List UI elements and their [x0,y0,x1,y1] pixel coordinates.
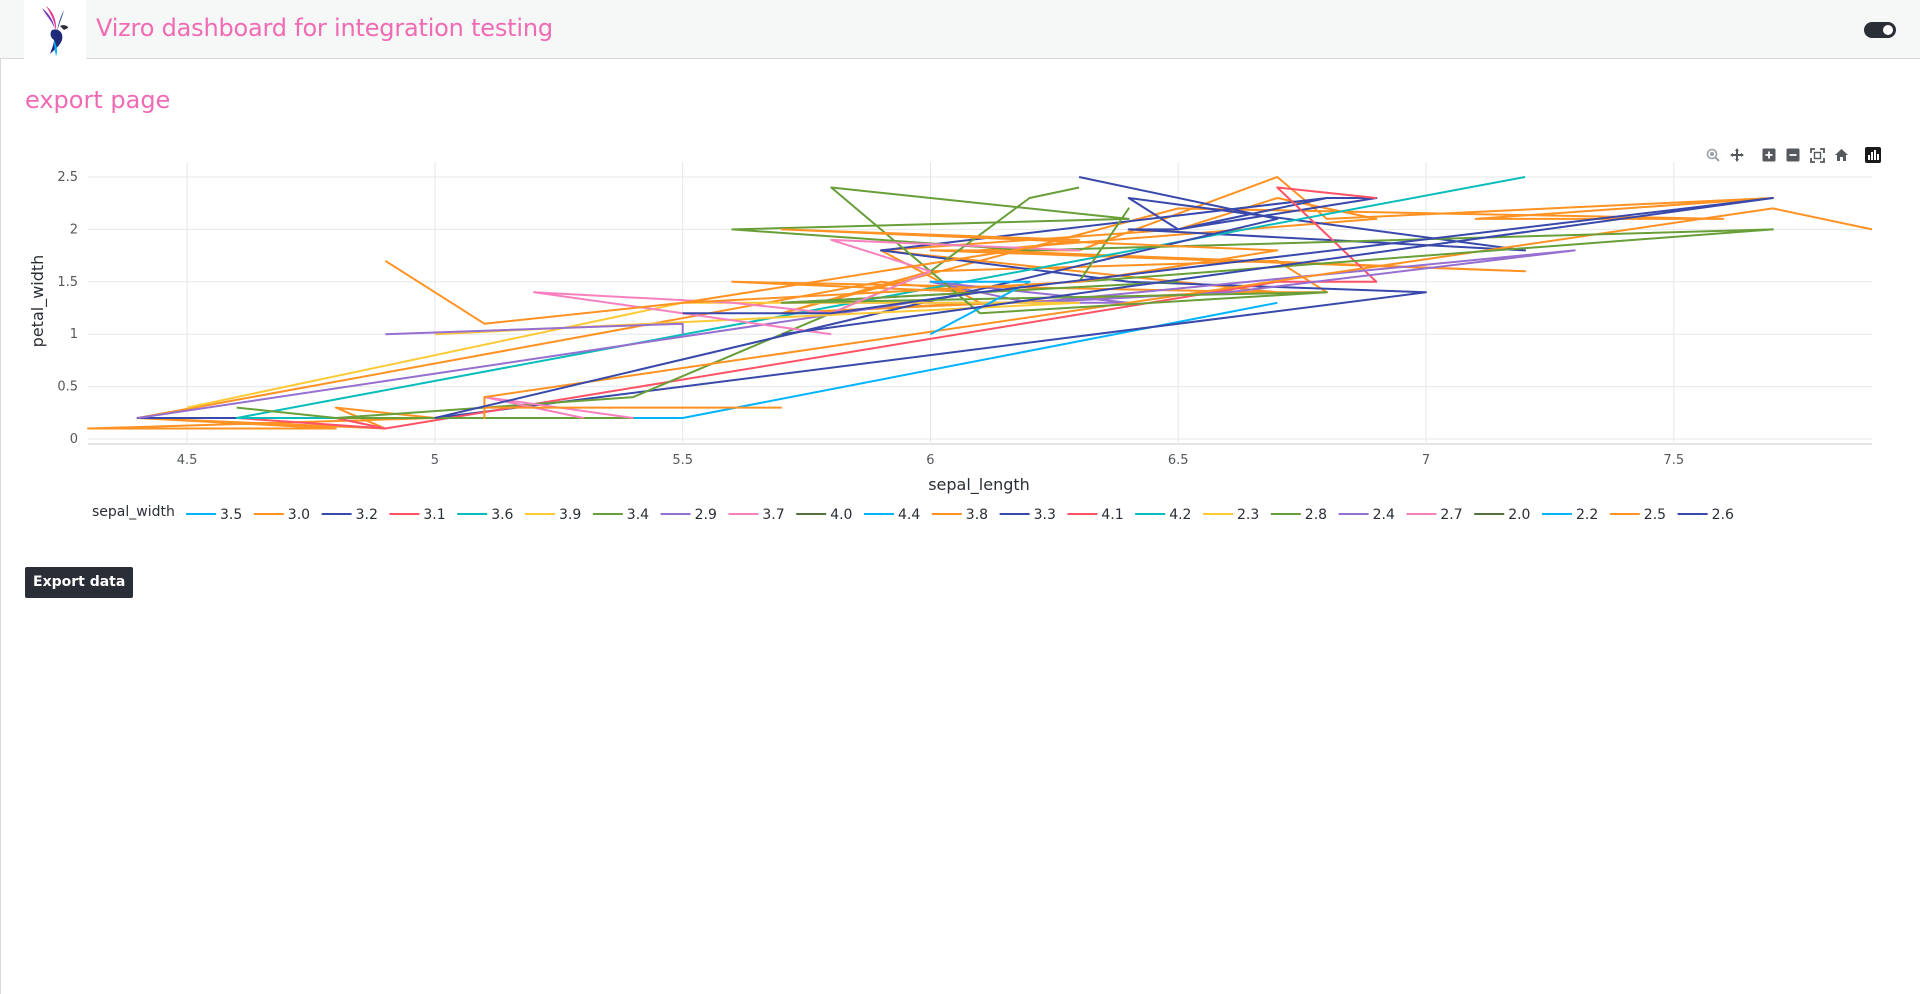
export-data-button[interactable]: Export data [25,567,134,598]
x-tick-label: 5 [431,453,439,468]
series-line-3.8[interactable] [483,207,1873,419]
vizro-logo[interactable] [24,0,86,59]
y-tick-label: 1 [70,327,78,342]
y-tick-label: 2.5 [57,170,78,185]
chart-legend: sepal_width 3.5 3.0 3.2 3.1 3.6 3.9 3.4 2.9 3.7 4… [92,504,1734,523]
legend-label: 2.4 [1373,507,1395,523]
zoom-in-icon[interactable] [1758,144,1780,166]
legend-item-3.8[interactable]: 3.8 [931,507,988,523]
bird-logo-icon [42,6,68,56]
legend-item-2.4[interactable]: 2.4 [1338,507,1395,523]
legend-label: 4.0 [830,507,852,523]
series-line-2.5[interactable] [384,228,1279,325]
y-tick-label: 2 [70,222,78,237]
legend-label: 2.6 [1712,507,1734,523]
y-tick-label: 0.5 [57,380,78,395]
reset-axes-icon[interactable] [1830,144,1852,166]
legend-label: 3.2 [356,507,378,523]
legend-label: 3.7 [762,507,784,523]
line-chart[interactable]: 4.5 5 5.5 6 6.5 7 7.5 0 0.5 1 1.5 2 2.5 sepal_length… [0,150,1920,530]
legend-label: 3.6 [491,507,513,523]
theme-toggle[interactable] [1864,22,1896,38]
series-line-3.5[interactable] [433,301,1278,419]
app-title: Vizro dashboard for integration testing [96,14,553,42]
zoom-icon[interactable] [1702,144,1724,166]
legend-item-2.6[interactable]: 2.6 [1677,507,1734,523]
legend-item-3.0[interactable]: 3.0 [253,507,310,523]
legend-item-3.2[interactable]: 3.2 [321,507,378,523]
series-line-2.4[interactable] [385,322,684,336]
legend-label: 2.8 [1305,507,1327,523]
y-tick-label: 0 [70,432,78,447]
legend-label: 2.9 [695,507,717,523]
legend-label: 3.3 [1034,507,1056,523]
zoom-out-icon[interactable] [1782,144,1804,166]
legend-label: 4.1 [1101,507,1123,523]
legend-title: sepal_width [92,504,175,520]
page-title: export page [25,86,171,114]
legend-label: 2.3 [1237,507,1259,523]
x-tick-label: 7 [1422,453,1430,468]
legend-label: 4.2 [1169,507,1191,523]
legend-item-2.7[interactable]: 2.7 [1406,507,1463,523]
legend-item-3.1[interactable]: 3.1 [389,507,446,523]
left-divider [0,59,1,994]
x-tick-label: 6 [926,453,934,468]
toggle-knob [1883,25,1893,35]
plotly-logo-icon[interactable] [1862,144,1884,166]
legend-item-4.4[interactable]: 4.4 [864,507,920,523]
legend-item-2.3[interactable]: 2.3 [1203,507,1259,523]
autoscale-icon[interactable] [1806,144,1828,166]
legend-label: 4.4 [898,507,920,523]
x-tick-label: 7.5 [1663,453,1684,468]
legend-label: 3.1 [423,507,445,523]
legend-label: 3.4 [627,507,649,523]
chart-modebar [1700,144,1884,166]
chart-series [87,176,1873,430]
series-line-2.8[interactable] [731,186,1774,315]
legend-label: 2.2 [1576,507,1598,523]
legend-item-3.3[interactable]: 3.3 [999,507,1056,523]
legend-label: 2.7 [1440,507,1462,523]
x-tick-label: 4.5 [177,453,198,468]
legend-item-3.4[interactable]: 3.4 [592,507,649,523]
app-header: Vizro dashboard for integration testing [0,0,1920,59]
legend-label: 3.5 [220,507,242,523]
legend-item-3.6[interactable]: 3.6 [457,507,514,523]
x-tick-label: 6.5 [1168,453,1189,468]
x-tick-label: 5.5 [672,453,693,468]
y-axis-title: petal_width [28,255,48,348]
series-line-3.3[interactable] [434,176,1279,419]
y-tick-label: 1.5 [57,275,78,290]
legend-item-4.0[interactable]: 4.0 [796,507,852,523]
legend-label: 3.9 [559,507,581,523]
chart-axes: 4.5 5 5.5 6 6.5 7 7.5 0 0.5 1 1.5 2 2.5 [57,170,1872,468]
legend-item-2.5[interactable]: 2.5 [1609,507,1666,523]
legend-item-2.8[interactable]: 2.8 [1270,507,1327,523]
legend-label: 2.0 [1508,507,1530,523]
series-line-2.3[interactable] [186,301,1081,409]
series-line-2.2[interactable] [929,280,1031,336]
x-axis-title: sepal_length [928,475,1030,495]
legend-label: 3.8 [966,507,988,523]
series-line-2.6[interactable] [682,197,1774,336]
legend-item-3.7[interactable]: 3.7 [728,507,785,523]
legend-item-4.1[interactable]: 4.1 [1067,507,1124,523]
series-line-3.1[interactable] [236,186,1378,430]
legend-item-2.9[interactable]: 2.9 [660,507,717,523]
legend-item-3.5[interactable]: 3.5 [186,507,242,523]
legend-label: 2.5 [1644,507,1666,523]
legend-item-4.2[interactable]: 4.2 [1135,507,1191,523]
pan-icon[interactable] [1726,144,1748,166]
legend-item-2.2[interactable]: 2.2 [1542,507,1598,523]
legend-label: 3.0 [288,507,310,523]
legend-item-3.9[interactable]: 3.9 [525,507,581,523]
legend-item-2.0[interactable]: 2.0 [1474,507,1530,523]
